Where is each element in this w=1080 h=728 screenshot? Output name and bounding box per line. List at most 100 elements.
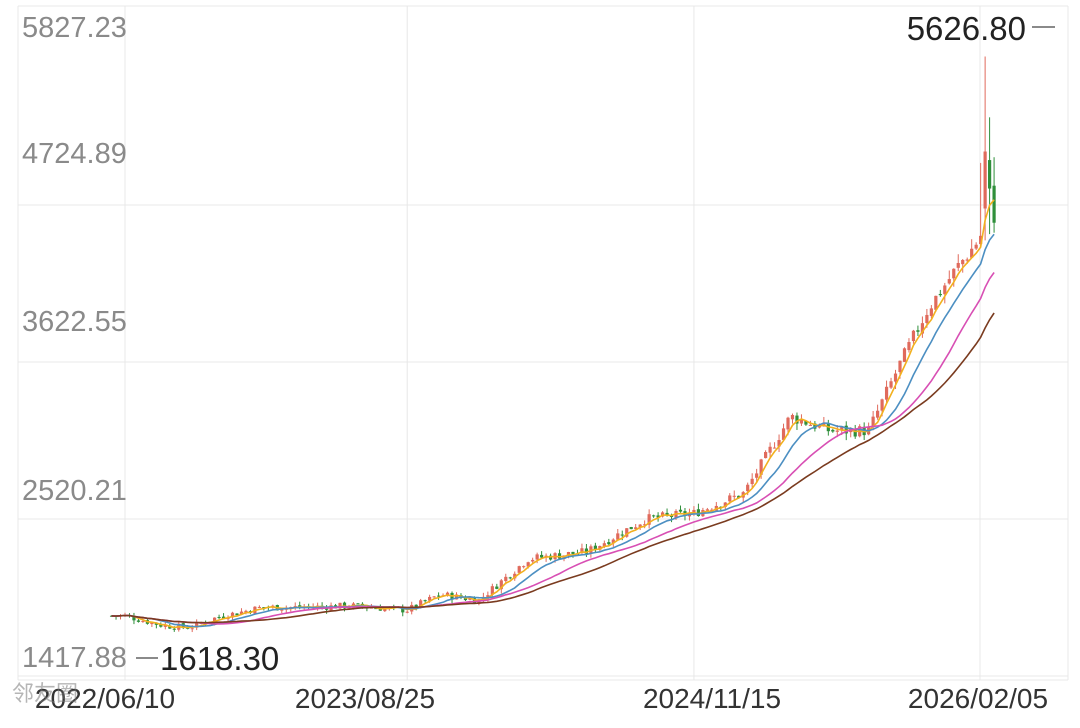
candle-body-68: [414, 604, 418, 608]
candle-body-119: [643, 524, 647, 526]
candle-body-95: [535, 554, 539, 560]
candle-body-156: [808, 424, 813, 426]
candles-layer: [109, 56, 996, 633]
candle-body-106: [584, 548, 589, 554]
candle-body-73: [436, 595, 441, 597]
candle-body-162: [835, 430, 839, 432]
candle-body-14: [172, 628, 176, 630]
y-tick-label-3: 2520.21: [22, 475, 127, 507]
ma-long-line: [111, 272, 995, 625]
candle-body-124: [665, 512, 669, 515]
candle-body-113: [616, 533, 620, 540]
candle-body-122: [656, 515, 660, 518]
candle-body-23: [212, 617, 217, 622]
candle-body-166: [853, 428, 857, 437]
candle-body-108: [593, 545, 597, 551]
candle-body-192: [970, 248, 974, 258]
candle-body-163: [840, 427, 844, 430]
y-tick-label-4: 1417.88: [22, 642, 127, 674]
candle-body-94: [531, 559, 535, 562]
candle-body-84: [486, 595, 490, 598]
candle-body-145: [759, 459, 763, 475]
candle-body-174: [889, 381, 893, 388]
ma-longest-line: [111, 312, 995, 624]
candle-body-100: [557, 553, 562, 559]
candle-body-143: [750, 478, 754, 485]
candle-body-61: [383, 608, 387, 612]
candle-body-89: [508, 577, 512, 579]
candle-body-17: [186, 627, 190, 629]
candle-body-154: [799, 419, 804, 424]
candle-body-69: [419, 600, 423, 608]
candle-body-79: [463, 597, 468, 601]
candle-body-175: [893, 373, 898, 382]
candle-body-72: [432, 596, 436, 598]
candle-body-90: [513, 573, 517, 579]
candle-body-193: [974, 244, 978, 249]
candle-body-110: [602, 543, 606, 547]
x-tick-label-0: 2022/06/10: [35, 683, 175, 714]
candle-body-149: [777, 440, 781, 447]
moving-averages: [111, 199, 995, 629]
candle-body-138: [728, 495, 732, 502]
candle-body-92: [522, 566, 526, 568]
candle-body-70: [423, 600, 427, 602]
candle-body-178: [907, 342, 911, 351]
candle-body-93: [526, 562, 530, 567]
candle-body-9: [150, 622, 154, 625]
candle-body-116: [629, 527, 633, 530]
y-tick-label-0: 5827.23: [22, 12, 127, 44]
candle-body-150: [781, 428, 786, 440]
candle-body-88: [504, 576, 508, 582]
candle-body-172: [880, 399, 884, 411]
candle-body-197: [992, 185, 996, 223]
candle-body-115: [625, 528, 629, 537]
candle-body-75: [445, 592, 450, 596]
candle-body-140: [737, 495, 741, 499]
x-tick-label-2: 2024/11/15: [643, 683, 781, 714]
candle-body-134: [710, 509, 714, 511]
candle-body-152: [790, 414, 795, 420]
candle-body-131: [696, 509, 701, 517]
candle-body-146: [764, 452, 768, 459]
candle-body-177: [902, 348, 907, 362]
axis-labels: 5827.23 4724.89 3622.55 2520.21 1417.88 2022/…: [22, 12, 1048, 714]
candle-body-184: [934, 295, 938, 310]
candle-body-7: [141, 620, 145, 622]
candle-body-180: [916, 330, 920, 332]
candle-body-147: [768, 446, 772, 453]
candle-body-144: [755, 473, 759, 478]
candle-body-173: [884, 386, 889, 400]
candle-body-102: [566, 552, 571, 556]
candle-body-117: [634, 527, 638, 529]
candle-body-24: [217, 616, 221, 618]
candle-body-71: [428, 596, 432, 601]
candle-body-151: [786, 417, 790, 430]
candle-body-77: [454, 594, 459, 600]
candle-body-18: [190, 628, 194, 630]
candle-body-109: [598, 546, 602, 550]
ma-mid-line: [111, 233, 995, 628]
candle-body-33: [257, 606, 261, 608]
candle-body-182: [925, 314, 929, 323]
annotations: 5626.80 1618.30: [136, 10, 1055, 677]
candle-body-190: [961, 259, 965, 265]
candle-body-27: [230, 612, 235, 618]
candle-body-30: [244, 610, 248, 613]
candle-body-118: [638, 524, 642, 528]
candle-body-112: [611, 539, 615, 544]
candle-body-11: [159, 624, 163, 627]
candle-body-120: [647, 514, 651, 525]
candle-body-105: [580, 548, 584, 553]
candle-body-195: [983, 151, 987, 209]
candle-body-196: [987, 160, 992, 189]
candle-body-188: [952, 268, 956, 279]
candle-body-65: [401, 606, 405, 613]
candle-body-139: [732, 495, 736, 497]
candle-body-29: [239, 611, 244, 615]
candle-body-87: [499, 580, 503, 590]
candle-body-164: [844, 425, 848, 434]
candle-body-19: [195, 622, 199, 628]
candle-body-171: [876, 410, 880, 418]
